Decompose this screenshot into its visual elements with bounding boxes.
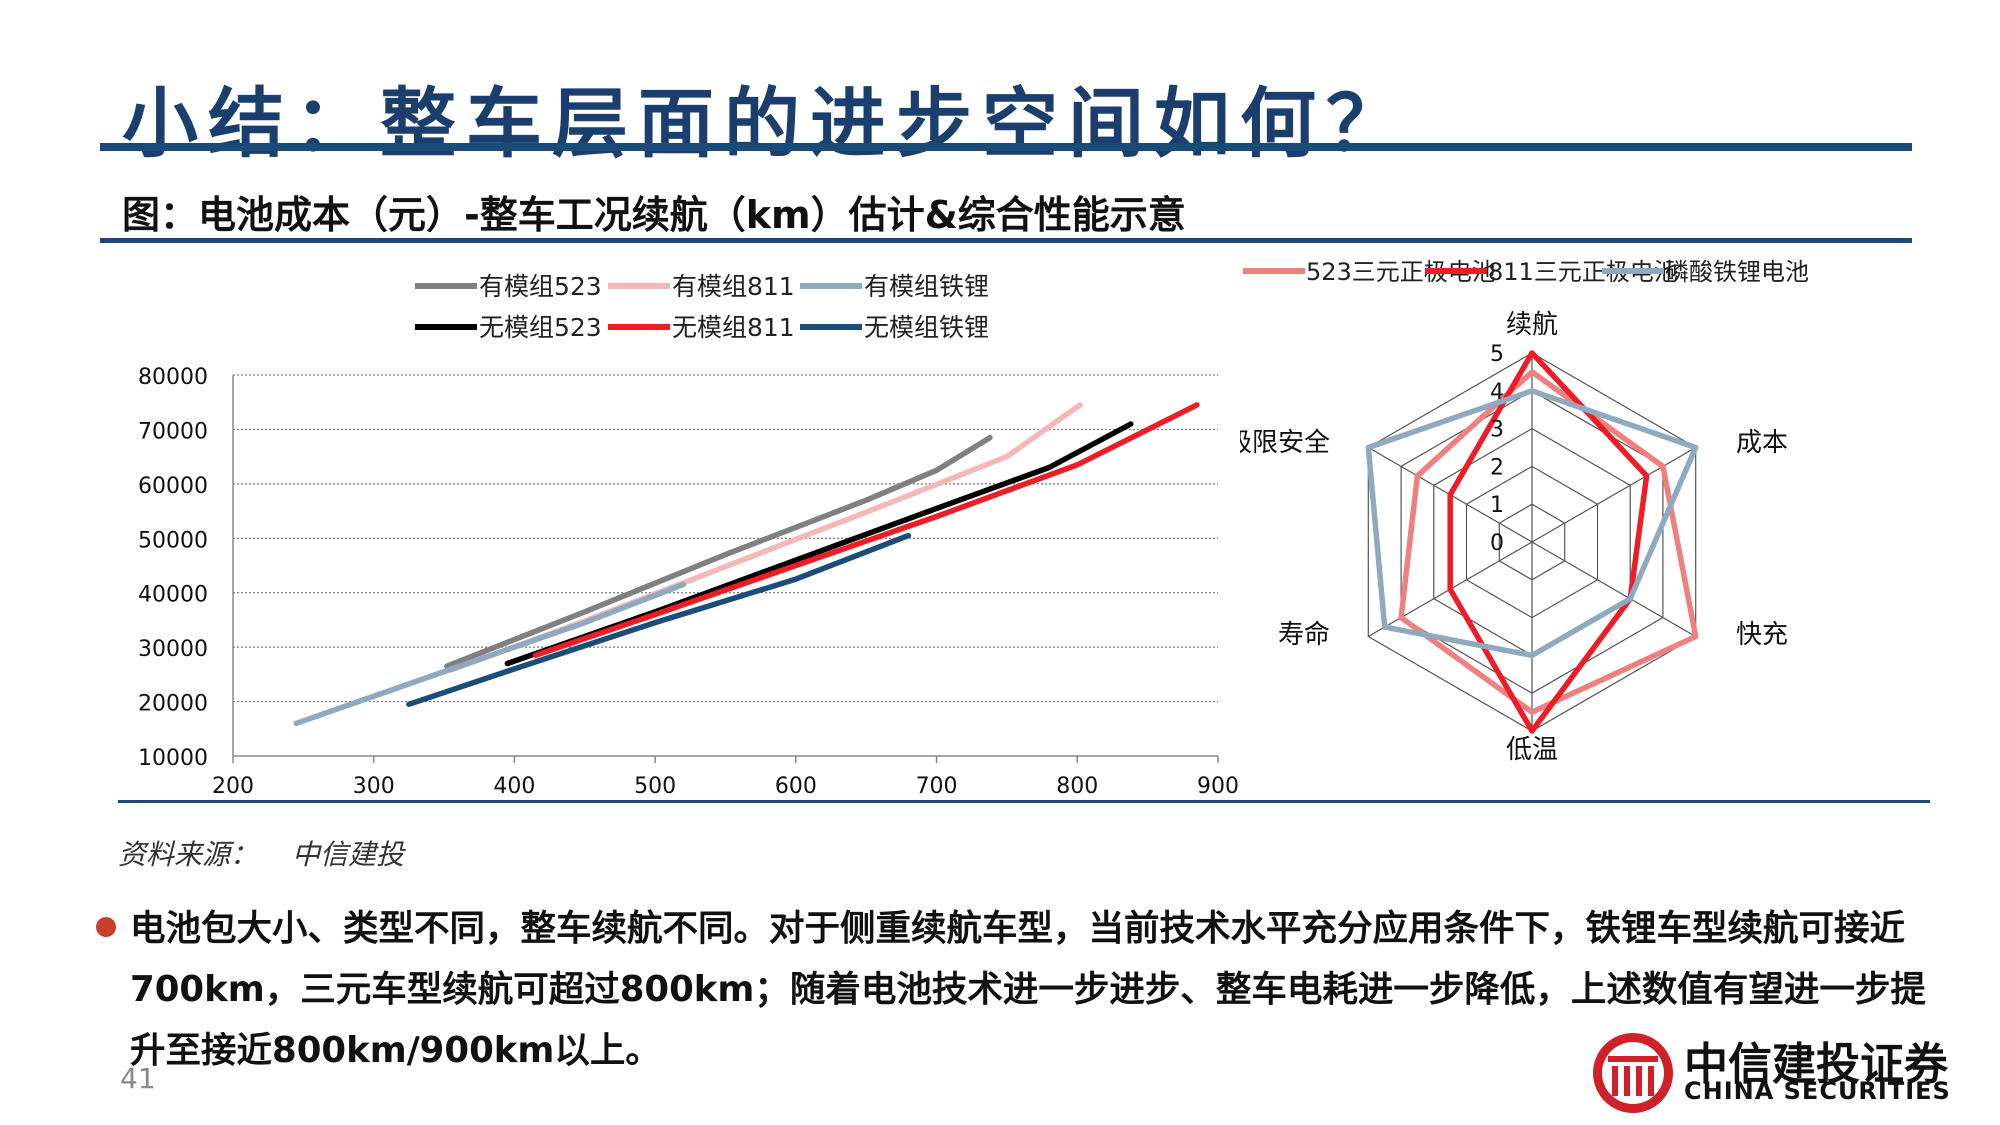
radar-tick-label: 4 [1490,380,1504,405]
radar-spoke [1531,541,1696,638]
source-note: 资料来源： 中信建投 [118,833,438,873]
y-tick-label: 80000 [138,365,208,390]
line-series-无模组铁锂 [406,532,912,708]
logo-name-cn: 中信建投证券 [1684,1039,1948,1090]
legend-label: 无模组523 [479,313,602,342]
y-tick-label: 10000 [138,746,208,771]
line-series-无模组523 [504,421,1134,667]
radar-axis-label: 寿命 [1278,620,1330,650]
line-chart-grid [232,374,1219,763]
radar-axis-label: 续航 [1506,310,1558,340]
caption-divider [100,238,1912,243]
y-tick-label: 40000 [138,583,208,608]
radar-tick-label: 5 [1490,342,1504,367]
radar-tick-label: 1 [1490,493,1504,518]
y-tick-label: 50000 [138,528,208,553]
x-tick-label: 900 [1197,774,1239,799]
page-number: 41 [120,1062,156,1095]
x-tick-label: 600 [775,774,817,799]
x-tick-label: 800 [1056,774,1098,799]
slide-title: 小结：整车层面的进步空间如何？ [122,79,1412,168]
x-tick-label: 700 [916,774,958,799]
y-tick-label: 30000 [138,637,208,662]
x-tick-label: 400 [493,774,535,799]
source-value: 中信建投 [292,838,405,871]
line-chart-ticks: 10000 20000 30000 40000 50000 60000 70000 80000… [138,365,1239,799]
legend-label: 有模组铁锂 [864,272,989,301]
figure-divider [118,800,1930,803]
y-tick-label: 20000 [138,692,208,717]
radar-axis-label: 成本 [1736,428,1788,458]
x-tick-label: 300 [353,774,395,799]
radar-tick-label: 3 [1490,418,1504,443]
legend-label: 有模组811 [672,272,795,301]
radar-chart-series [1365,350,1699,734]
radar-tick-label: 2 [1490,455,1504,480]
title-divider [100,143,1912,151]
radar-legend-label: 磷酸铁锂电池 [1665,258,1809,286]
y-tick-label: 60000 [138,474,208,499]
radar-axis-label: 低温 [1506,735,1558,765]
source-label: 资料来源： [118,838,259,871]
logo-name-en: CHINA SECURITIES [1684,1077,1951,1105]
legend-label: 无模组铁锂 [864,313,989,342]
legend-label: 无模组811 [672,313,795,342]
line-series-有模组铁锂 [293,581,687,727]
radar-axis-label: 极限安全 [1240,428,1330,458]
legend-label: 有模组523 [479,272,602,301]
radar-tick-label: 0 [1490,531,1504,556]
x-tick-label: 500 [634,774,676,799]
bullet-icon [96,917,116,937]
radar-spoke [1531,446,1696,543]
x-tick-label: 200 [212,774,254,799]
line-series-无模组811 [532,402,1200,659]
line-chart-series [293,402,1200,727]
line-series-有模组523 [444,434,993,669]
radar-axis-label: 快充 [1736,620,1788,650]
radar-series-磷酸铁锂电池 [1365,388,1699,659]
figure-caption: 图：电池成本（元）-整车工况续航（km）估计&综合性能示意 [122,193,1186,237]
y-tick-label: 70000 [138,419,208,444]
radar-chart-grid [1367,352,1697,732]
radar-series-523三元正极电池 [1398,369,1699,715]
radar-series-811三元正极电池 [1447,350,1650,734]
body-paragraph: 电池包大小、类型不同，整车续航不同。对于侧重续航车型，当前技术水平充分应用条件下… [130,908,1926,1071]
china-securities-logo-icon [1593,1033,1673,1113]
